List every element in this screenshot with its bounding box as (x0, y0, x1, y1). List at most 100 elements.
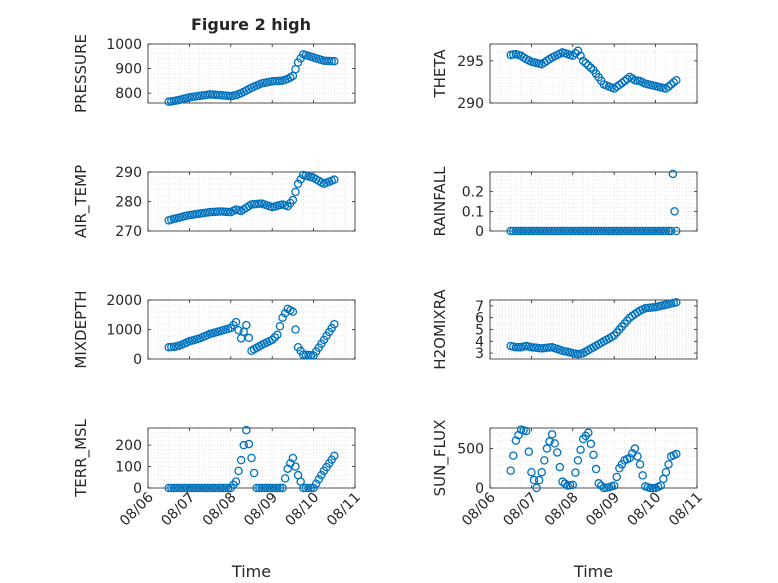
data-point (568, 480, 578, 490)
data-point (317, 470, 326, 480)
data-point (164, 342, 173, 352)
data-point (506, 466, 515, 475)
data-point (537, 467, 547, 477)
y-tick-label: 280 (115, 195, 142, 211)
data-point (547, 430, 557, 439)
data-point (555, 462, 565, 472)
y-tick-label: 200 (115, 438, 142, 454)
data-point (617, 78, 627, 88)
data-point (573, 46, 583, 55)
data-point (291, 187, 300, 197)
y-tick-label: 900 (115, 62, 142, 78)
data-point (273, 76, 282, 86)
y-tick-label: 6 (475, 311, 484, 327)
data-point (664, 82, 673, 91)
data-point (221, 207, 230, 217)
data-point (620, 76, 629, 86)
data-point (609, 481, 619, 490)
data-point (273, 483, 282, 493)
data-point (521, 426, 531, 436)
y-tick-label: 295 (457, 54, 484, 70)
y-tick-label: 100 (115, 460, 142, 476)
data-point (242, 425, 251, 435)
data-point (545, 437, 554, 446)
data-point (553, 448, 562, 457)
data-point (278, 313, 287, 322)
y-tick-label: 0.1 (462, 204, 484, 220)
y-axis-label: H2OMIXRA (431, 289, 449, 370)
data-point (247, 453, 256, 463)
data-point (291, 325, 300, 334)
data-point (589, 450, 598, 460)
data-point (576, 445, 585, 454)
data-point (661, 84, 671, 93)
data-point (249, 468, 259, 478)
data-point (529, 475, 539, 485)
data-point (275, 76, 285, 86)
data-point (231, 317, 241, 327)
data-point (672, 75, 681, 85)
subplot-5: 0 1000 2000 MIXDEPTH (72, 290, 356, 369)
data-point (625, 453, 634, 463)
data-point (534, 475, 544, 485)
data-point (571, 49, 580, 58)
data-point (586, 63, 596, 73)
axes-box (489, 427, 698, 489)
data-point (293, 179, 303, 189)
y-tick-label: 4 (475, 334, 484, 350)
data-point (288, 307, 298, 317)
y-axis-label: THETA (431, 49, 449, 99)
data-point (330, 451, 339, 461)
y-tick-label: 1000 (106, 37, 142, 53)
data-point (242, 320, 251, 330)
data-point (612, 472, 622, 482)
data-point (630, 444, 640, 453)
y-tick-label: 1000 (106, 323, 142, 339)
data-point (622, 74, 632, 84)
data-point (573, 456, 583, 465)
y-tick-label: 0 (475, 224, 484, 240)
data-point (275, 322, 285, 331)
x-axis-label: Time (231, 562, 271, 581)
data-point (648, 483, 658, 493)
data-point (239, 440, 248, 450)
data-point (560, 479, 570, 488)
figure-title: Figure 2 high (191, 15, 311, 34)
data-point (275, 483, 285, 493)
data-point (661, 226, 671, 236)
data-point (584, 428, 593, 437)
data-point (330, 56, 339, 66)
data-point (267, 335, 277, 345)
subplot-4: 0 0.1 0.2 RAINFALL (431, 166, 698, 240)
data-point (670, 207, 679, 216)
data-point (661, 467, 671, 477)
y-axis-label: TERR_MSL (72, 418, 91, 497)
data-point (236, 455, 246, 465)
data-point (234, 325, 243, 335)
data-point (666, 80, 676, 89)
data-point (288, 195, 298, 205)
data-point (578, 56, 588, 66)
data-point (672, 298, 681, 307)
data-point (527, 467, 536, 477)
data-point (594, 479, 603, 488)
data-point (635, 460, 645, 469)
data-point (514, 342, 523, 352)
data-point (668, 169, 678, 179)
y-tick-label: 270 (115, 224, 142, 240)
data-point (576, 51, 585, 61)
x-axis-label: Time (573, 562, 613, 581)
data-point (288, 453, 298, 463)
data-point (524, 447, 534, 456)
data-point (666, 226, 676, 236)
data-point (509, 451, 518, 460)
y-tick-label: 500 (457, 442, 484, 458)
subplot-2: 290 295 THETA (431, 43, 698, 112)
y-tick-label: 0 (133, 481, 142, 497)
y-tick-label: 290 (457, 96, 484, 112)
data-point (311, 479, 321, 488)
data-point (542, 444, 552, 453)
data-point (646, 483, 655, 493)
y-tick-label: 290 (115, 165, 142, 181)
y-tick-label: 3 (475, 346, 484, 362)
